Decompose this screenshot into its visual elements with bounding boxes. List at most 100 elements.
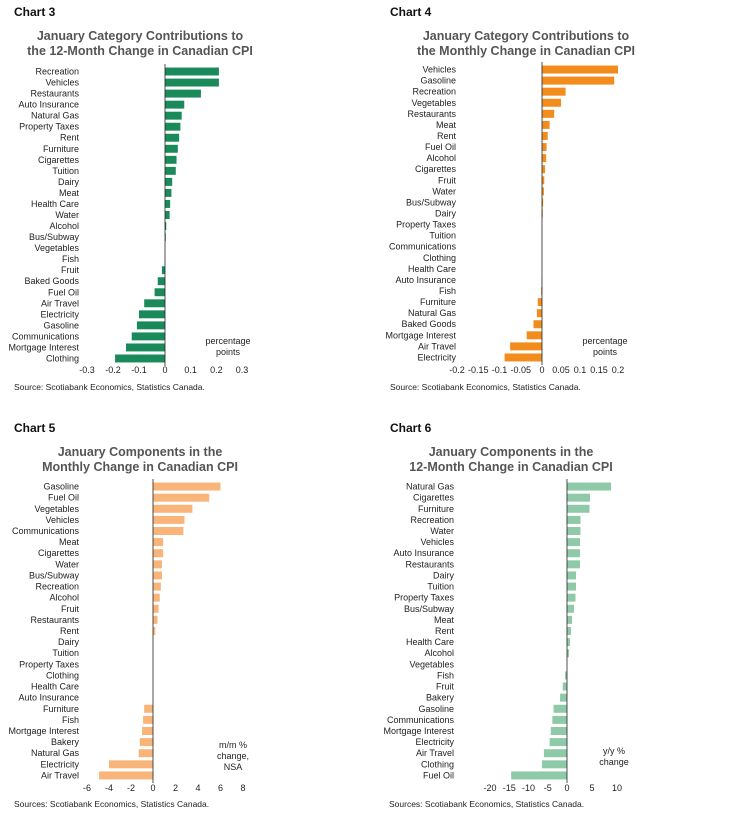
chart3-xtick-label: -0.1 [131, 365, 147, 375]
chart4-bar [542, 165, 546, 174]
chart6-xtick-label: -15 [503, 783, 516, 793]
chart5-bar [153, 549, 164, 558]
chart4-bar [542, 198, 544, 207]
chart6-category-label: Water [430, 526, 454, 536]
chart6-label: Chart 6 [390, 421, 432, 435]
chart5-category-label: Bakery [51, 737, 80, 747]
chart3-xtick-label: 0.3 [236, 365, 249, 375]
chart6-bar [567, 515, 581, 524]
chart3-bar [131, 332, 165, 341]
chart5-bar [153, 515, 185, 524]
chart6-xtick-label: 0 [564, 783, 569, 793]
chart5-unit-label: m/m % [219, 740, 247, 750]
chart5-category-label: Health Care [31, 682, 79, 692]
chart6-category-label: Gasoline [418, 704, 454, 714]
chart5-bar [153, 615, 158, 624]
chart6-bar [567, 638, 570, 647]
chart3-bar [165, 111, 182, 120]
chart3-category-label: Communications [12, 331, 80, 341]
chart6-category-label: Cigarettes [413, 493, 455, 503]
chart6-bar [567, 493, 590, 502]
chart4-category-label: Gasoline [420, 76, 456, 86]
chart5-xtick-label: -4 [105, 783, 113, 793]
chart3-category-label: Fuel Oil [48, 287, 79, 297]
chart3-bar [165, 144, 178, 153]
chart3-bar [136, 321, 165, 330]
chart6-category-label: Health Care [406, 637, 454, 647]
chart3-bar [165, 166, 176, 175]
chart3-category-label: Rent [60, 133, 80, 143]
chart6-bar [541, 760, 567, 769]
chart3-category-label: Fish [62, 254, 79, 264]
chart5-bar [144, 704, 153, 713]
chart4-category-label: Recreation [412, 87, 456, 97]
chart5-bar [138, 749, 153, 758]
chart4-xtick-label: -0.1 [492, 365, 508, 375]
chart5-category-label: Fish [62, 715, 79, 725]
chart6-bar [567, 649, 569, 658]
chart4-category-label: Fish [439, 286, 456, 296]
chart5-category-label: Gasoline [43, 482, 79, 492]
chart4-bar [542, 87, 566, 96]
chart5-bar [153, 504, 193, 513]
chart3-category-label: Furniture [43, 144, 79, 154]
chart6-category-label: Fuel Oil [423, 770, 454, 780]
chart4-source: Source: Scotiabank Economics, Statistics… [390, 382, 581, 392]
chart5-bar [153, 627, 156, 635]
chart3-category-label: Air Travel [41, 298, 79, 308]
chart6-title-line: 12-Month Change in Canadian CPI [409, 460, 613, 474]
chart3-bar [165, 89, 201, 98]
chart6-category-label: Clothing [421, 759, 454, 769]
chart6-bar [565, 671, 567, 680]
chart4-bar [537, 298, 542, 307]
chart6-bar [567, 593, 576, 602]
chart4-category-label: Property Taxes [396, 220, 456, 230]
chart5-xtick-label: -6 [83, 783, 91, 793]
chart-3-panel: Chart 3 January Category Contributions to… [0, 0, 376, 408]
chart6-category-label: Bus/Subway [404, 604, 455, 614]
chart6-category-label: Communications [387, 715, 455, 725]
chart5-category-label: Fuel Oil [48, 493, 79, 503]
chart5-xtick-label: -2 [127, 783, 135, 793]
chart6-xtick-label: -10 [522, 783, 535, 793]
chart4-bar [533, 320, 542, 329]
chart6-bar [560, 693, 567, 702]
chart4-category-label: Mortgage Interest [385, 330, 456, 340]
chart3-bar [165, 78, 219, 87]
chart6-xtick-label: -5 [544, 783, 552, 793]
chart4-bar [536, 309, 542, 318]
chart5-xtick-label: 8 [240, 783, 245, 793]
chart6-bar [567, 538, 580, 547]
chart4-bar [542, 65, 618, 74]
chart6-bar [567, 582, 576, 591]
chart5-category-label: Meat [59, 537, 80, 547]
chart5-bar [153, 538, 164, 547]
chart5-category-label: Property Taxes [19, 659, 79, 669]
chart5-category-label: Mortgage Interest [8, 726, 79, 736]
chart-6-panel: Chart 6 January Components in the 12-Month… [376, 408, 752, 816]
chart3-bar [165, 222, 167, 231]
chart4-xtick-label: 0 [539, 365, 544, 375]
chart5-category-label: Tuition [52, 648, 79, 658]
chart6-bar [567, 504, 590, 513]
chart4-bar [541, 287, 542, 296]
chart6-unit-label: change [599, 757, 629, 767]
chart3-bar [165, 199, 171, 208]
chart4-category-label: Alcohol [426, 153, 456, 163]
chart3-category-label: Fruit [61, 265, 79, 275]
chart3-category-label: Property Taxes [19, 122, 79, 132]
chart5-category-label: Fruit [61, 604, 79, 614]
chart3-bar [144, 299, 165, 308]
chart6-category-label: Meat [434, 615, 455, 625]
chart4-bar [542, 143, 547, 152]
chart4-category-label: Furniture [420, 297, 456, 307]
chart3-xtick-label: 0.1 [184, 365, 197, 375]
chart3-category-label: Vegetables [34, 243, 79, 253]
chart3-category-label: Baked Goods [24, 276, 79, 286]
chart6-bar [567, 527, 581, 535]
chart6-source: Sources: Scotiabank Economics, Statistic… [389, 799, 584, 809]
chart6-svg: Chart 6 January Components in the12-Month… [383, 421, 629, 809]
chart3-bar [165, 67, 219, 76]
chart4-category-label: Restaurants [407, 109, 456, 119]
chart6-bar [553, 704, 567, 713]
